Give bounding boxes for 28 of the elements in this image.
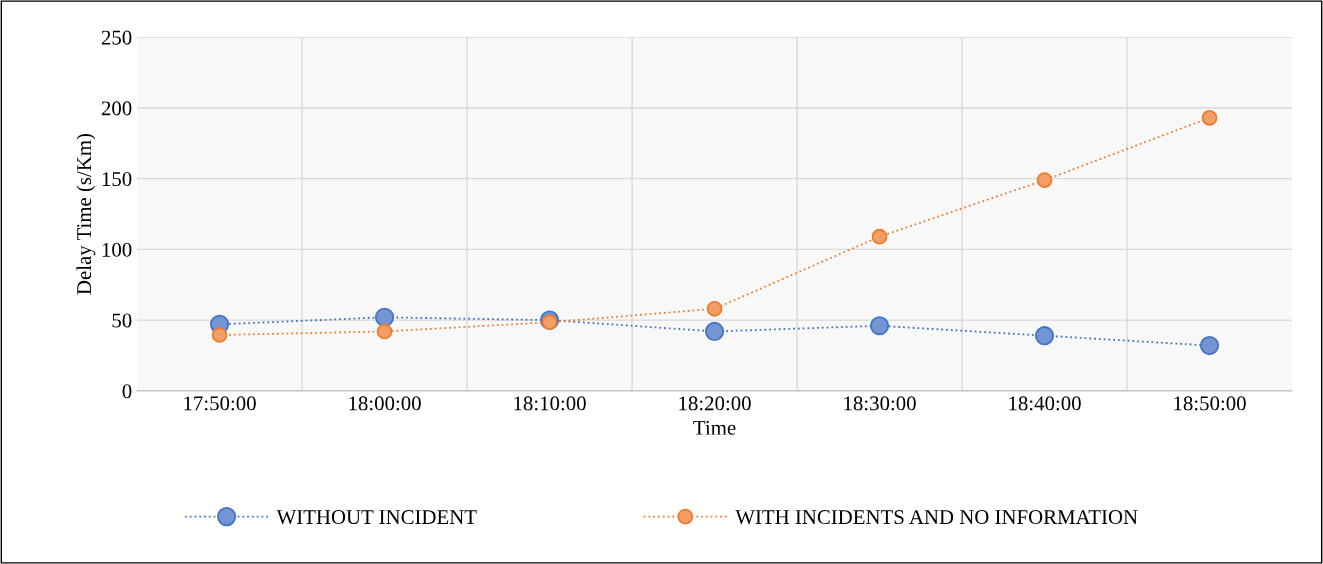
point	[706, 300, 723, 317]
y-tick-label: 0	[122, 384, 132, 399]
x-axis-title: Time	[693, 420, 736, 435]
legend-label: WITHOUT INCIDENT	[276, 510, 477, 525]
x-tick-label: 18:20:00	[679, 396, 751, 411]
y-tick-label: 150	[102, 172, 132, 187]
point	[1036, 172, 1053, 188]
x-tick-label: 18:00:00	[349, 396, 421, 411]
point	[1034, 326, 1055, 346]
legend-label: WITH INCIDENTS AND NO INFORMATION	[735, 510, 1138, 525]
point	[211, 327, 228, 343]
y-tick-label: 50	[112, 313, 132, 328]
x-tick-label: 18:40:00	[1009, 396, 1081, 411]
y-tick-label: 200	[101, 101, 132, 116]
y-tick-label: 100	[102, 242, 132, 257]
point	[869, 316, 890, 336]
point	[1201, 110, 1218, 126]
x-tick-label: 17:50:00	[184, 396, 256, 411]
x-tick-label: 18:30:00	[844, 396, 916, 411]
x-tick-label: 18:10:00	[514, 396, 586, 411]
point	[704, 321, 725, 342]
point	[1199, 336, 1220, 356]
point	[376, 323, 393, 340]
point	[871, 228, 888, 245]
point	[374, 307, 395, 327]
x-tick-label: 18:50:00	[1174, 396, 1246, 411]
y-axis-title: Delay Time (s/Km)	[76, 133, 96, 295]
y-tick-label: 250	[101, 30, 132, 45]
